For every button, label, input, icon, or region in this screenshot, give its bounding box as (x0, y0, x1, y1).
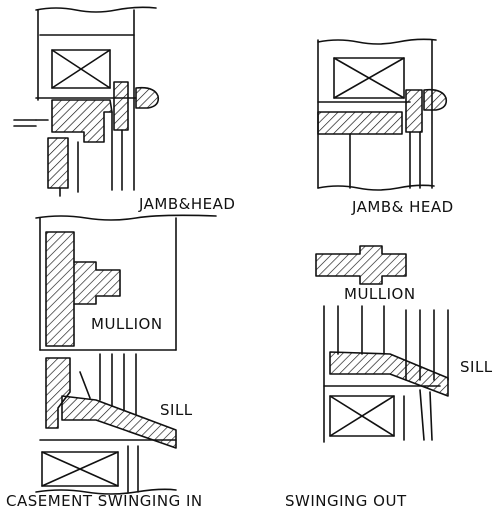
mullion-label: MULLION (344, 285, 416, 303)
head-frame (51, 99, 113, 143)
jamb-head-out-section (317, 38, 448, 191)
sill-sash (45, 357, 71, 429)
bottom-break-line (317, 184, 435, 191)
head-trim (405, 89, 423, 133)
mullion-in-section (35, 214, 217, 351)
head-trim (113, 81, 129, 131)
wall-break-line (317, 38, 437, 45)
jamb-head-in-section (13, 6, 160, 197)
sill-board (329, 351, 449, 397)
sill-box (41, 451, 119, 487)
head-moulding (135, 86, 160, 109)
wall-break-line (35, 214, 217, 221)
sill-in-section (35, 349, 177, 495)
sill-board (61, 395, 177, 449)
bottom-break-line (35, 488, 177, 495)
sill-box (329, 395, 395, 437)
sill-label: SILL (460, 358, 493, 376)
wall-break-line (35, 6, 157, 13)
head-frame (317, 111, 403, 135)
caption-swinging-in: CASEMENT SWINGING IN (6, 492, 203, 510)
jamb-head-label: JAMB&HEAD (139, 195, 236, 213)
caption-swinging-out: SWINGING OUT (285, 492, 407, 510)
sill-label: SILL (160, 401, 193, 419)
mullion-frame (315, 245, 407, 285)
sill-out-section (323, 305, 449, 443)
header-box (51, 49, 111, 89)
head-moulding (423, 88, 448, 111)
mullion-out-section (315, 245, 407, 285)
mullion-label: MULLION (91, 315, 163, 333)
header-box (333, 57, 405, 99)
jamb-sash (47, 137, 69, 189)
jamb-head-label: JAMB& HEAD (352, 198, 454, 216)
